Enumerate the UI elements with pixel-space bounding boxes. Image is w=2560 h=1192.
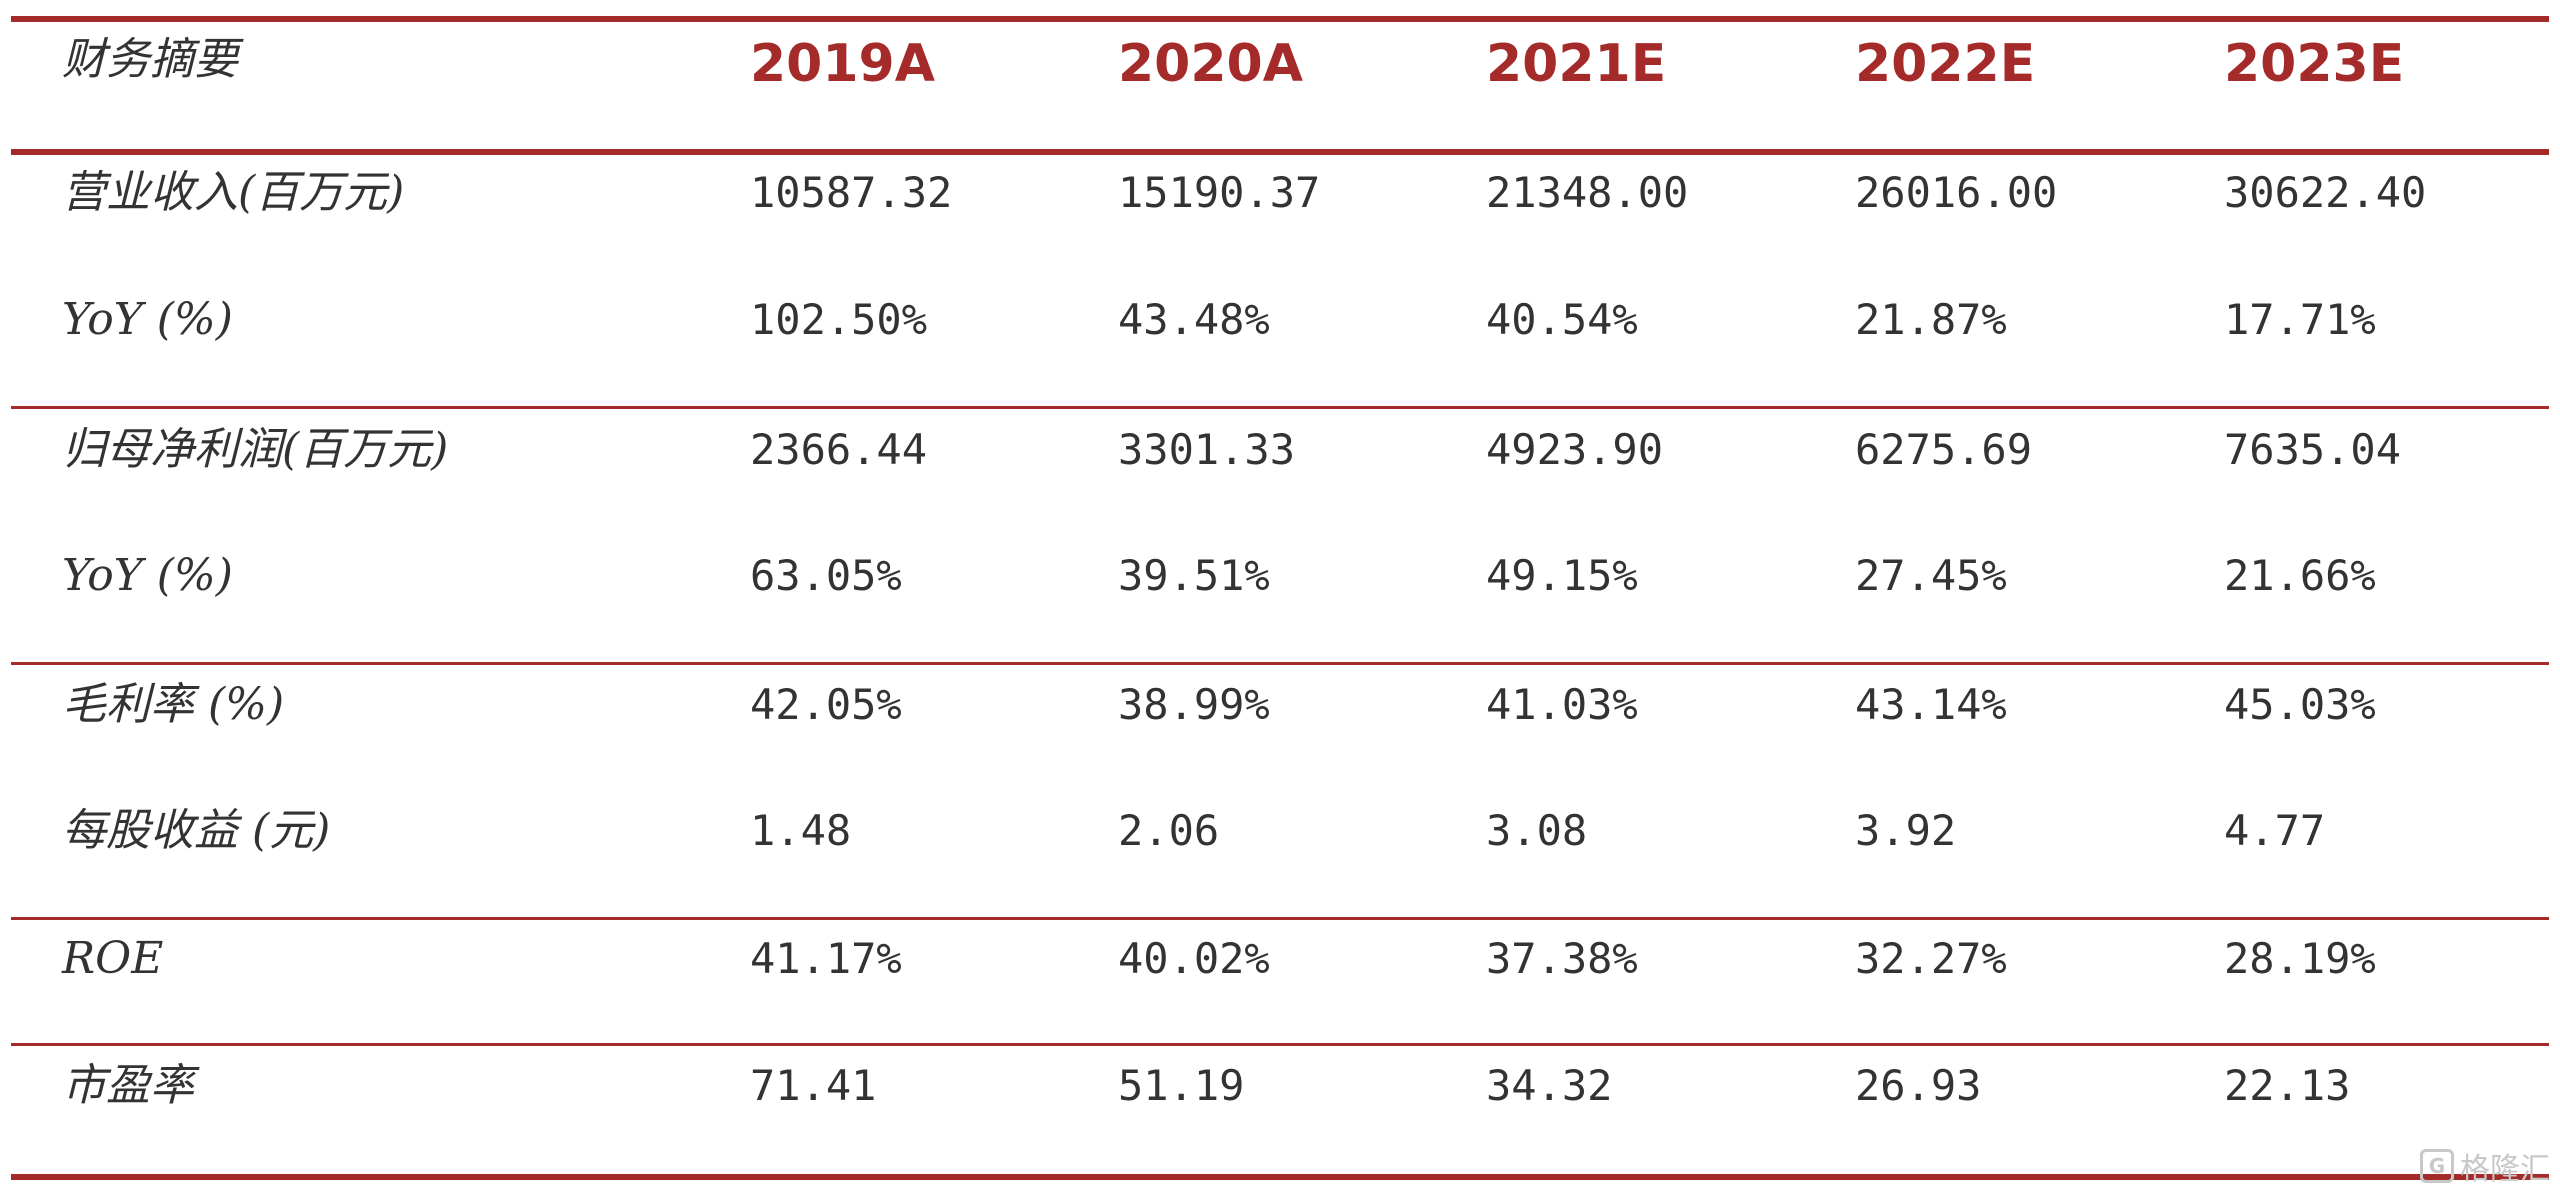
table-cell: 40.02% xyxy=(1118,934,1270,983)
table-cell: 32.27% xyxy=(1855,934,2007,983)
year-header-2021e: 2021E xyxy=(1486,34,1667,94)
table-cell: 21.87% xyxy=(1855,295,2007,344)
group-divider-2 xyxy=(11,662,2549,665)
group-divider-4 xyxy=(11,1043,2549,1046)
table-cell: 3.92 xyxy=(1855,806,1957,855)
table-cell: 38.99% xyxy=(1118,680,1270,729)
year-header-2019a: 2019A xyxy=(750,34,935,94)
table-cell: 2366.44 xyxy=(750,425,928,474)
year-header-2022e: 2022E xyxy=(1855,34,2036,94)
table-cell: 41.17% xyxy=(750,934,902,983)
row-label: 归母净利润(百万元) xyxy=(62,424,449,475)
header-bottom-rule xyxy=(11,149,2549,155)
table-cell: 17.71% xyxy=(2224,295,2376,344)
row-label: 毛利率 (%) xyxy=(62,679,285,730)
row-label: YoY (%) xyxy=(62,550,233,601)
row-label: YoY (%) xyxy=(62,294,233,345)
table-cell: 1.48 xyxy=(750,806,852,855)
table-cell: 28.19% xyxy=(2224,934,2376,983)
table-cell: 37.38% xyxy=(1486,934,1638,983)
table-cell: 43.14% xyxy=(1855,680,2007,729)
table-cell: 2.06 xyxy=(1118,806,1220,855)
table-cell: 42.05% xyxy=(750,680,902,729)
table-cell: 10587.32 xyxy=(750,168,953,217)
table-cell: 22.13 xyxy=(2224,1061,2351,1110)
table-cell: 51.19 xyxy=(1118,1061,1245,1110)
table-cell: 71.41 xyxy=(750,1061,877,1110)
row-label: 营业收入(百万元) xyxy=(62,167,405,218)
watermark-logo-icon: G xyxy=(2420,1149,2454,1183)
table-cell: 30622.40 xyxy=(2224,168,2427,217)
year-header-2020a: 2020A xyxy=(1118,34,1303,94)
table-cell: 21348.00 xyxy=(1486,168,1689,217)
table-cell: 4923.90 xyxy=(1486,425,1664,474)
table-cell: 43.48% xyxy=(1118,295,1270,344)
table-bottom-rule xyxy=(11,1174,2549,1180)
watermark-text: 格隆汇 xyxy=(2460,1152,2550,1187)
table-cell: 34.32 xyxy=(1486,1061,1613,1110)
table-cell: 26016.00 xyxy=(1855,168,2058,217)
table-cell: 27.45% xyxy=(1855,551,2007,600)
watermark: G 格隆汇 xyxy=(2420,1144,2550,1188)
row-label: 每股收益 (元) xyxy=(62,805,331,856)
table-cell: 63.05% xyxy=(750,551,902,600)
header-label: 财务摘要 xyxy=(62,34,238,85)
table-cell: 102.50% xyxy=(750,295,928,344)
table-cell: 3.08 xyxy=(1486,806,1588,855)
year-header-2023e: 2023E xyxy=(2224,34,2405,94)
table-cell: 7635.04 xyxy=(2224,425,2402,474)
table-cell: 26.93 xyxy=(1855,1061,1982,1110)
row-label: 市盈率 xyxy=(62,1060,194,1111)
table-cell: 6275.69 xyxy=(1855,425,2033,474)
table-top-rule xyxy=(11,16,2549,22)
group-divider-3 xyxy=(11,917,2549,920)
table-cell: 41.03% xyxy=(1486,680,1638,729)
table-cell: 15190.37 xyxy=(1118,168,1321,217)
table-cell: 45.03% xyxy=(2224,680,2376,729)
table-cell: 21.66% xyxy=(2224,551,2376,600)
table-cell: 4.77 xyxy=(2224,806,2326,855)
group-divider-1 xyxy=(11,406,2549,409)
table-cell: 3301.33 xyxy=(1118,425,1296,474)
table-cell: 40.54% xyxy=(1486,295,1638,344)
table-cell: 39.51% xyxy=(1118,551,1270,600)
table-cell: 49.15% xyxy=(1486,551,1638,600)
row-label: ROE xyxy=(62,933,164,984)
